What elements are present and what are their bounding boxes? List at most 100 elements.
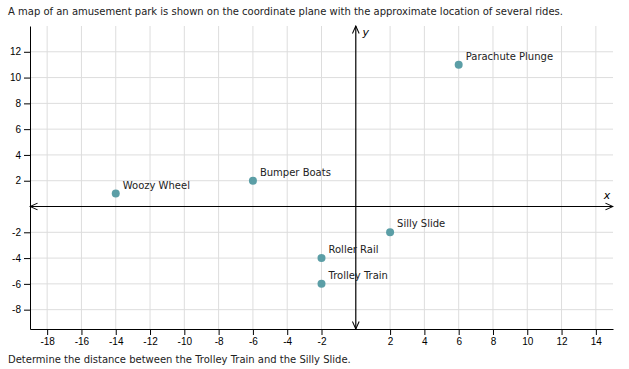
y-axis-line <box>30 27 31 330</box>
x-tick-mark <box>150 329 151 335</box>
x-tick-mark <box>287 329 288 335</box>
y-tick-mark <box>24 155 30 156</box>
ride-point <box>318 254 326 262</box>
x-tick-mark <box>390 329 391 335</box>
y-tick-mark <box>24 310 30 311</box>
x-tick: -18 <box>40 329 55 347</box>
grid-line-y <box>30 232 613 233</box>
x-tick: -2 <box>318 329 327 347</box>
y-tick-mark <box>24 78 30 79</box>
x-tick-mark <box>459 329 460 335</box>
y-tick-mark <box>24 103 30 104</box>
y-tick-mark <box>24 52 30 53</box>
x-axis: -18 -16 -14 -12 -10 -8 -6 -4 -2 2 4 6 8 10 12 14 <box>31 329 614 347</box>
x-tick: -8 <box>215 329 224 347</box>
y-tick-label: -6 <box>12 279 21 290</box>
x-tick-label: 10 <box>522 336 534 347</box>
grid-line-y <box>30 103 613 104</box>
x-tick: 4 <box>422 329 428 347</box>
ride-label: Trolley Train <box>328 270 388 281</box>
ride-label: Parachute Plunge <box>466 51 553 62</box>
y-tick-label: 10 <box>10 72 22 83</box>
y-axis-letter: y <box>362 26 370 39</box>
y-tick: -2 <box>12 227 30 238</box>
ride-label: Silly Slide <box>397 218 445 229</box>
x-tick-mark <box>219 329 220 335</box>
y-tick: 10 <box>10 72 30 83</box>
x-tick-label: -8 <box>215 336 224 347</box>
y-tick-label: -2 <box>12 227 21 238</box>
x-tick: 8 <box>491 329 497 347</box>
x-tick: -6 <box>249 329 258 347</box>
y-axis: -8 -6 -4 -2 2 4 6 8 10 12 <box>10 27 31 330</box>
x-tick: -12 <box>143 329 158 347</box>
x-tick-label: -10 <box>178 336 193 347</box>
x-tick-mark <box>81 329 82 335</box>
y-tick: 8 <box>15 98 30 109</box>
y-tick-label: -8 <box>12 304 21 315</box>
ride-label: Bumper Boats <box>260 167 331 178</box>
y-tick: 12 <box>10 46 30 57</box>
x-tick-label: -12 <box>143 336 158 347</box>
x-tick-label: -4 <box>283 336 292 347</box>
x-tick-label: 6 <box>456 336 462 347</box>
grid-line-y <box>30 129 613 130</box>
ride-point <box>455 61 463 69</box>
x-tick-mark <box>184 329 185 335</box>
x-tick-label: 12 <box>556 336 568 347</box>
x-tick: 2 <box>388 329 394 347</box>
y-tick-label: 6 <box>15 124 21 135</box>
y-tick-label: -4 <box>12 253 21 264</box>
y-tick-label: 8 <box>15 98 21 109</box>
x-tick: -4 <box>283 329 292 347</box>
grid-line-y <box>30 180 613 181</box>
y-tick: -4 <box>12 253 30 264</box>
grid <box>30 26 613 329</box>
x-tick-label: 8 <box>491 336 497 347</box>
x-tick: -16 <box>75 329 90 347</box>
x-tick-label: -2 <box>318 336 327 347</box>
grid-line-y <box>30 154 613 155</box>
y-tick: -8 <box>12 304 30 315</box>
x-tick: -10 <box>178 329 193 347</box>
x-tick-label: -6 <box>249 336 258 347</box>
title: A map of an amusement park is shown on t… <box>8 6 563 17</box>
chart: A map of an amusement park is shown on t… <box>0 0 629 369</box>
x-tick: 12 <box>556 329 568 347</box>
x-tick-mark <box>424 329 425 335</box>
x-axis-letter: x <box>603 189 611 202</box>
x-tick: 10 <box>522 329 534 347</box>
ride-point <box>318 280 326 288</box>
ride-point <box>112 190 120 198</box>
x-tick-mark <box>116 329 117 335</box>
x-tick-mark <box>596 329 597 335</box>
ride-point <box>386 228 394 236</box>
x-tick-mark <box>322 329 323 335</box>
origin-y-axis <box>355 26 356 329</box>
plot: -18-16-14-12-10-8-6-4-22468101214-8-6-4-… <box>10 26 614 347</box>
ride-label: Roller Rail <box>329 244 379 255</box>
x-tick-label: -14 <box>109 336 124 347</box>
y-tick-label: 4 <box>15 150 21 161</box>
ride-point <box>249 177 257 185</box>
y-tick-mark <box>24 284 30 285</box>
y-tick: 6 <box>15 124 30 135</box>
points <box>112 61 463 288</box>
x-tick-label: 4 <box>422 336 428 347</box>
x-tick-label: -16 <box>75 336 90 347</box>
y-tick: 2 <box>15 175 30 186</box>
x-tick-mark <box>47 329 48 335</box>
x-tick-mark <box>527 329 528 335</box>
y-tick-mark <box>24 129 30 130</box>
x-tick-mark <box>562 329 563 335</box>
y-tick-label: 12 <box>10 46 22 57</box>
y-tick-mark <box>24 181 30 182</box>
x-tick: 6 <box>456 329 462 347</box>
y-tick-mark <box>24 232 30 233</box>
grid-line-y <box>30 77 613 78</box>
x-tick-label: 2 <box>388 336 394 347</box>
y-tick: -6 <box>12 279 30 290</box>
x-tick-label: 14 <box>591 336 603 347</box>
x-tick-label: -18 <box>40 336 55 347</box>
x-tick-mark <box>493 329 494 335</box>
